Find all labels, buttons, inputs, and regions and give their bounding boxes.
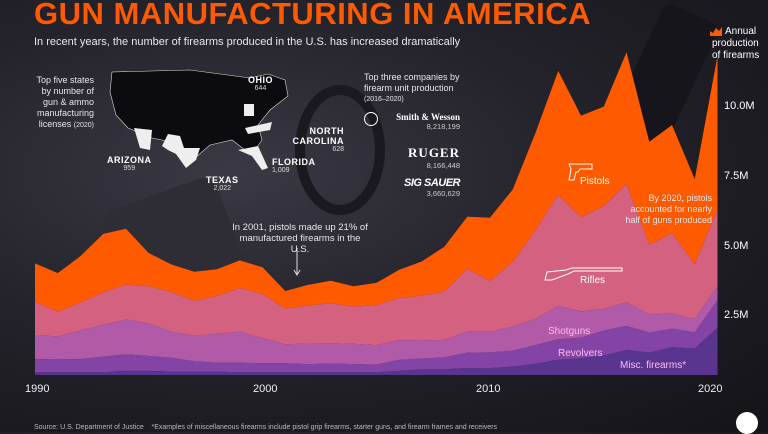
legend-label: Annual production of firearms <box>712 26 760 61</box>
arrow-down-icon <box>293 248 301 276</box>
label-rifles: Rifles <box>580 275 606 286</box>
state-arizona: ARIZONA 959 <box>107 155 152 172</box>
x-tick-label: 2010 <box>476 383 501 395</box>
texas-shape <box>162 134 200 168</box>
label-misc: Misc. firearms* <box>620 360 687 371</box>
area-shotguns <box>35 286 718 365</box>
y-tick-label: 10.0M <box>724 100 755 112</box>
area-revolvers <box>35 299 718 373</box>
company-ruger: RUGER 8,166,448 <box>408 145 460 170</box>
x-tick-label: 1990 <box>25 383 50 395</box>
us-map <box>109 69 289 170</box>
companies-heading: Top three companies by firearm unit prod… <box>364 72 460 103</box>
arizona-shape <box>134 128 152 150</box>
area-rifles <box>35 183 718 346</box>
state-ohio: OHIO 644 <box>248 75 274 92</box>
smith-wesson-logo-icon <box>364 112 378 126</box>
state-texas: TEXAS 2,022 <box>206 175 239 192</box>
pistol-icon <box>568 163 593 181</box>
subtitle: In recent years, the number of firearms … <box>34 36 461 48</box>
area-misc-firearms <box>35 327 718 375</box>
y-tick-label: 5.0M <box>724 240 749 252</box>
source-text: Source: U.S. Department of Justice <box>34 424 144 431</box>
area-pistols <box>35 52 718 312</box>
annotation-2001: In 2001, pistols made up 21% of manufact… <box>232 222 368 255</box>
state-florida: FLORIDA 1,009 <box>272 157 316 174</box>
states-heading: Top five states by number of gun & ammo … <box>36 75 94 129</box>
company-sig-sauer: SIG SAUER 3,660,629 <box>403 177 461 198</box>
area-chart-icon <box>710 27 722 36</box>
legend: Annual production of firearms <box>710 26 768 62</box>
ohio-shape <box>244 104 254 116</box>
x-tick-label: 2020 <box>698 383 723 395</box>
north-carolina-shape <box>245 122 272 134</box>
annotation-2020: By 2020, pistols accounted for nearly ha… <box>625 193 712 225</box>
label-pistols: Pistols <box>580 176 610 187</box>
publisher-logo-icon <box>736 412 758 434</box>
rifle-icon <box>544 267 623 281</box>
footer: Source: U.S. Department of Justice *Exam… <box>34 424 497 431</box>
label-revolvers: Revolvers <box>558 348 603 359</box>
footnote-text: *Examples of miscellaneous firearms incl… <box>151 424 497 431</box>
label-shotguns: Shotguns <box>548 326 591 337</box>
y-tick-label: 7.5M <box>724 170 749 182</box>
y-tick-label: 2.5M <box>724 309 749 321</box>
page-title: GUN MANUFACTURING IN AMERICA <box>34 0 592 31</box>
company-smith-wesson: Smith & Wesson 8,218,199 <box>364 112 460 131</box>
x-tick-label: 2000 <box>253 383 278 395</box>
florida-shape <box>238 146 268 170</box>
state-north-carolina: NORTH CAROLINA 628 <box>292 126 345 153</box>
